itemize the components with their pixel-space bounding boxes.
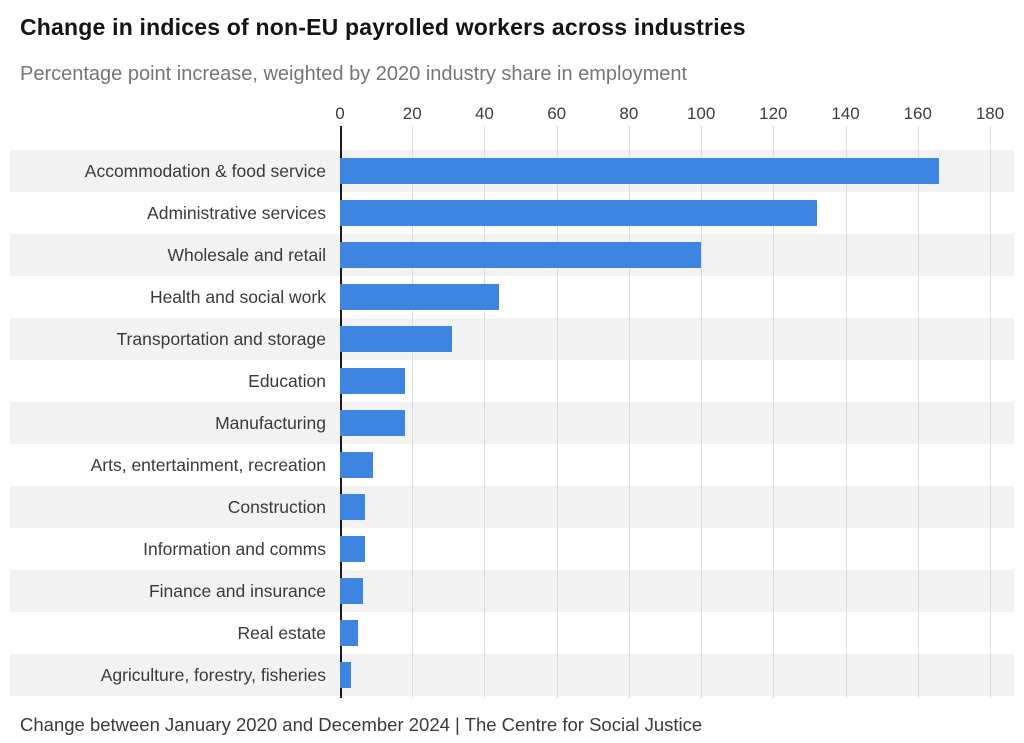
bar-track: [340, 612, 990, 654]
bar: [340, 452, 373, 478]
chart-row: Health and social work: [10, 276, 1014, 318]
x-axis-tick-label: 120: [759, 104, 788, 123]
chart-row: Real estate: [10, 612, 1014, 654]
bar: [340, 368, 405, 394]
bar: [340, 578, 364, 604]
x-axis-tick-label: 180: [975, 104, 1005, 123]
bar: [340, 662, 351, 688]
bar-track: [340, 192, 990, 234]
x-axis-tick-label: 80: [619, 104, 639, 123]
x-axis-tick-label: 40: [474, 104, 494, 123]
category-label: Information and comms: [143, 538, 326, 559]
bar: [340, 620, 359, 646]
chart-row: Administrative services: [10, 192, 1014, 234]
source-caption: Change between January 2020 and December…: [20, 714, 703, 735]
chart-row: Finance and insurance: [10, 570, 1014, 612]
bar: [340, 326, 452, 352]
chart-row: Transportation and storage: [10, 318, 1014, 360]
bar: [340, 494, 366, 520]
bar-track: [340, 402, 990, 444]
category-label: Accommodation & food service: [84, 160, 326, 181]
bar-track: [340, 150, 990, 192]
chart-row: Agriculture, forestry, fisheries: [10, 654, 1014, 696]
category-label: Finance and insurance: [148, 580, 326, 601]
bar-rows: Accommodation & food service Administrati…: [10, 150, 1014, 696]
x-axis-tick-label: 140: [831, 104, 860, 123]
bar: [340, 410, 405, 436]
bar-track: [340, 318, 990, 360]
x-axis-tick-label: 60: [547, 104, 567, 123]
chart-row: Accommodation & food service: [10, 150, 1014, 192]
chart-row: Education: [10, 360, 1014, 402]
chart-row: Manufacturing: [10, 402, 1014, 444]
bar: [340, 536, 366, 562]
bar: [340, 284, 499, 310]
bar-track: [340, 528, 990, 570]
chart-plot-area: Accommodation & food service Administrati…: [10, 126, 1014, 698]
bar-track: [340, 276, 990, 318]
chart-title: Change in indices of non-EU payrolled wo…: [20, 14, 746, 40]
chart-row: Information and comms: [10, 528, 1014, 570]
bar-track: [340, 234, 990, 276]
x-axis-tick-label: 0: [335, 104, 345, 123]
bar-track: [340, 486, 990, 528]
chart-row: Wholesale and retail: [10, 234, 1014, 276]
x-axis: 0 20 40 60 80 100 120 140 160 180: [335, 104, 1004, 126]
x-axis-tick-label: 160: [903, 104, 932, 123]
bar: [340, 242, 702, 268]
chart-row: Arts, entertainment, recreation: [10, 444, 1014, 486]
category-label: Arts, entertainment, recreation: [90, 454, 326, 475]
chart-subtitle: Percentage point increase, weighted by 2…: [20, 63, 688, 85]
bar: [340, 200, 817, 226]
category-label: Transportation and storage: [116, 328, 326, 349]
bar-track: [340, 654, 990, 696]
bar-track: [340, 570, 990, 612]
bar-track: [340, 360, 990, 402]
category-label: Real estate: [237, 622, 326, 643]
category-label: Health and social work: [149, 286, 326, 307]
chart-row: Construction: [10, 486, 1014, 528]
category-label: Education: [248, 370, 326, 391]
x-axis-tick-label: 100: [686, 104, 716, 123]
bar: [340, 158, 940, 184]
x-axis-tick-label: 20: [402, 104, 422, 123]
category-label: Administrative services: [147, 202, 326, 223]
category-label: Wholesale and retail: [167, 244, 326, 265]
category-label: Manufacturing: [215, 412, 326, 433]
bar-track: [340, 444, 990, 486]
category-label: Construction: [227, 496, 326, 517]
category-label: Agriculture, forestry, fisheries: [100, 664, 326, 685]
